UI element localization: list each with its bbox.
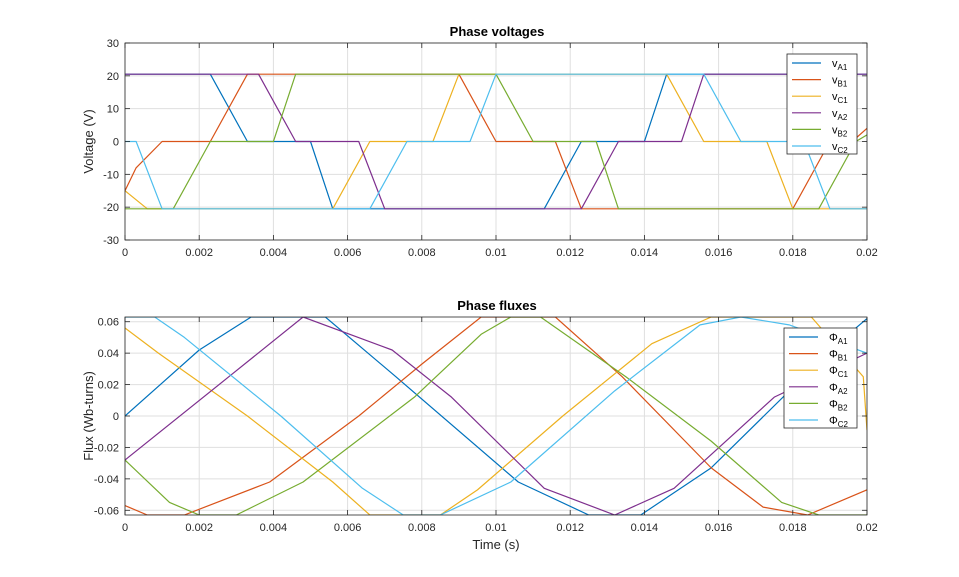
flux-x-axis-label: Time (s)	[472, 537, 519, 552]
y-tick-label: 0.06	[98, 317, 119, 329]
voltage-chart-title: Phase voltages	[450, 24, 545, 39]
x-tick-label: 0.016	[705, 522, 733, 534]
series-line-b2	[125, 317, 867, 515]
series-line-c2	[125, 73, 867, 210]
series-line-c1	[125, 317, 867, 515]
y-tick-label: 0	[113, 411, 119, 423]
x-tick-label: 0	[122, 522, 128, 534]
legend-label-b2: ΦB2	[829, 398, 848, 412]
x-tick-label: 0.002	[185, 522, 213, 534]
series-line-b1	[125, 317, 867, 515]
flux-chart-title: Phase fluxes	[457, 298, 537, 313]
x-tick-label: 0.004	[260, 522, 288, 534]
x-tick-label: 0.018	[779, 247, 807, 259]
y-tick-label: -0.02	[94, 442, 119, 454]
voltage-y-axis-label: Voltage (V)	[81, 109, 96, 173]
x-tick-label: 0.014	[631, 247, 659, 259]
series-line-a2	[125, 73, 867, 210]
legend-label-c2: ΦC2	[829, 415, 849, 429]
voltage-legend: vA1 vB1 vC1 vA2 vB2 vC2	[786, 53, 858, 155]
x-tick-label: 0.01	[485, 247, 506, 259]
y-tick-label: -0.04	[94, 474, 119, 486]
legend-label-b2: vB2	[832, 124, 848, 138]
y-tick-label: 0.04	[98, 348, 119, 360]
legend-label-a2: vA2	[832, 108, 848, 122]
legend-label-b1: ΦB1	[829, 349, 848, 363]
x-tick-label: 0.012	[556, 522, 584, 534]
x-tick-label: 0.01	[485, 522, 506, 534]
x-tick-label: 0.016	[705, 247, 733, 259]
flux-series-group	[125, 317, 867, 515]
flux-grid	[124, 317, 868, 515]
y-tick-label: 20	[107, 71, 119, 83]
legend-box	[786, 53, 858, 155]
series-line-c2	[125, 317, 867, 515]
voltage-series-group	[125, 73, 867, 210]
x-tick-label: 0.006	[334, 522, 362, 534]
series-line-a1	[125, 317, 867, 515]
y-tick-label: -30	[103, 235, 119, 247]
flux-y-axis-label: Flux (Wb-turns)	[81, 371, 96, 461]
x-tick-label: 0.008	[408, 522, 436, 534]
y-tick-label: 0.02	[98, 380, 119, 392]
x-tick-label: 0.02	[856, 522, 877, 534]
legend-box	[783, 327, 858, 429]
y-tick-label: 0	[113, 137, 119, 149]
legend-label-a1: vA1	[832, 58, 848, 72]
x-tick-label: 0.02	[856, 247, 877, 259]
x-tick-label: 0.002	[185, 247, 213, 259]
legend-label-b1: vB1	[832, 75, 848, 89]
legend-label-c2: vC2	[832, 141, 848, 155]
series-line-b1	[125, 73, 867, 210]
y-tick-label: -20	[103, 202, 119, 214]
legend-label-a1: ΦA1	[829, 332, 848, 346]
phase-voltages-plot: 0 0.002 0.004 0.006 0.008 0.01 0.012 0.014 0.016…	[81, 24, 878, 259]
x-tick-label: 0.004	[260, 247, 288, 259]
x-tick-label: 0.012	[556, 247, 584, 259]
series-line-a2	[125, 317, 867, 515]
legend-label-a2: ΦA2	[829, 382, 848, 396]
x-tick-label: 0.014	[631, 522, 659, 534]
x-tick-label: 0.008	[408, 247, 436, 259]
y-tick-label: 30	[107, 38, 119, 50]
legend-label-c1: ΦC1	[829, 365, 849, 379]
y-tick-label: 10	[107, 104, 119, 116]
x-tick-label: 0.018	[779, 522, 807, 534]
x-tick-label: 0.006	[334, 247, 362, 259]
y-tick-label: -10	[103, 169, 119, 181]
x-tick-label: 0	[122, 247, 128, 259]
flux-legend: ΦA1 ΦB1 ΦC1 ΦA2 ΦB2 ΦC2	[783, 327, 858, 429]
phase-fluxes-plot: 0 0.002 0.004 0.006 0.008 0.01 0.012 0.014 0.016…	[81, 298, 878, 552]
legend-label-c1: vC1	[832, 91, 848, 105]
y-tick-label: -0.06	[94, 505, 119, 517]
